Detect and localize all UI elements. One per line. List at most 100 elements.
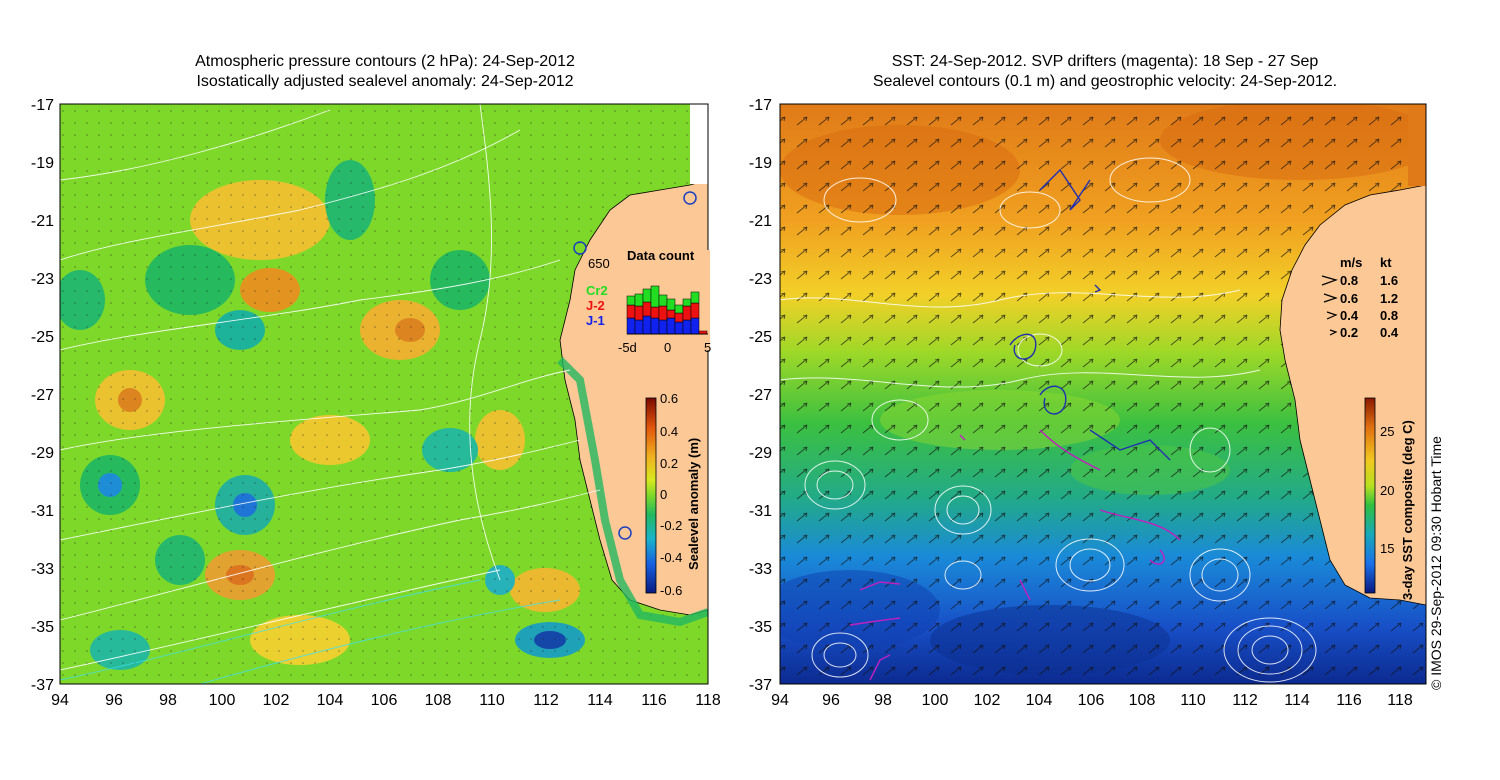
x-tick: 112 bbox=[533, 692, 559, 709]
x-tick: 94 bbox=[771, 692, 789, 709]
y-tick: -33 bbox=[31, 561, 54, 578]
x-tick: 108 bbox=[1129, 692, 1156, 709]
right-x-axis: 94 96 98 100 102 104 106 108 110 112 114… bbox=[771, 692, 1413, 709]
legend-kt: 0.4 bbox=[1380, 325, 1399, 340]
x-tick: 102 bbox=[263, 692, 290, 709]
y-tick: -17 bbox=[31, 97, 54, 114]
sst-colorbar-label: 3-day SST composite (deg C) bbox=[1400, 420, 1415, 600]
count-x-label-start: -5d bbox=[618, 340, 637, 355]
legend-ms: 0.6 bbox=[1340, 291, 1358, 306]
x-tick: 118 bbox=[1387, 692, 1413, 709]
y-tick: -35 bbox=[31, 619, 54, 636]
australia-land-right bbox=[1279, 104, 1426, 606]
y-tick: -37 bbox=[31, 677, 54, 694]
legend-ms: 0.8 bbox=[1340, 273, 1358, 288]
right-title-line1: SST: 24-Sep-2012. SVP drifters (magenta)… bbox=[891, 53, 1319, 70]
sla-tick: 0.4 bbox=[660, 424, 678, 439]
y-tick: -35 bbox=[749, 619, 772, 636]
station-marker[interactable] bbox=[618, 526, 632, 540]
legend-ms: 0.2 bbox=[1340, 325, 1358, 340]
footer-credit: © IMOS 29-Sep-2012 09:30 Hobart Time bbox=[1428, 436, 1444, 690]
x-tick: 98 bbox=[874, 692, 892, 709]
legend-cr2: Cr2 bbox=[586, 283, 608, 298]
right-title: SST: 24-Sep-2012. SVP drifters (magenta)… bbox=[760, 52, 1450, 92]
left-map-frame bbox=[59, 103, 709, 685]
x-tick: 114 bbox=[1284, 692, 1310, 709]
y-tick: -29 bbox=[31, 445, 54, 462]
drifter-tracks bbox=[849, 168, 1181, 681]
x-tick: 114 bbox=[587, 692, 613, 709]
station-marker[interactable] bbox=[573, 241, 587, 255]
x-tick: 116 bbox=[641, 692, 667, 709]
y-tick: -17 bbox=[749, 97, 772, 114]
pressure-contours bbox=[60, 104, 601, 671]
x-tick: 104 bbox=[317, 692, 344, 709]
right-map-frame bbox=[779, 103, 1427, 685]
y-tick: -31 bbox=[749, 503, 772, 520]
station-label-650: 650 bbox=[588, 256, 610, 271]
legend-kt: 1.6 bbox=[1380, 273, 1398, 288]
y-tick: -31 bbox=[31, 503, 54, 520]
left-title-line2: Isostatically adjusted sealevel anomaly:… bbox=[196, 73, 574, 90]
sla-colorbar-label: Sealevel anomaly (m) bbox=[686, 438, 701, 570]
x-tick: 94 bbox=[51, 692, 69, 709]
right-y-axis: -17 -19 -21 -23 -25 -27 -29 -31 -33 -35 … bbox=[749, 97, 772, 694]
count-x-label-mid: 0 bbox=[664, 340, 671, 355]
data-count-inset: Data count Cr2 J-2 J-1 bbox=[586, 248, 711, 355]
left-x-axis: 94 96 98 100 102 104 106 108 110 112 114… bbox=[51, 692, 721, 709]
left-title-line1: Atmospheric pressure contours (2 hPa): 2… bbox=[195, 53, 575, 70]
sla-tick: -0.2 bbox=[660, 518, 682, 533]
sla-tick: 0 bbox=[660, 487, 667, 502]
left-title: Atmospheric pressure contours (2 hPa): 2… bbox=[60, 52, 710, 92]
x-tick: 110 bbox=[479, 692, 505, 709]
y-tick: -25 bbox=[31, 329, 54, 346]
sst-colorbar: 25 20 15 3-day SST composite (deg C) bbox=[1364, 397, 1415, 600]
sla-tick: 0.2 bbox=[660, 456, 678, 471]
velocity-legend: m/s kt 0.8 1.6 0.6 1.2 0.4 0.8 0.2 0.4 bbox=[1321, 255, 1399, 340]
sst-tick: 25 bbox=[1380, 424, 1394, 439]
left-map bbox=[60, 104, 708, 684]
x-tick: 100 bbox=[922, 692, 949, 709]
right-title-line2: Sealevel contours (0.1 m) and geostrophi… bbox=[872, 73, 1338, 90]
x-tick: 116 bbox=[1336, 692, 1362, 709]
sla-colorbar: 0.6 0.4 0.2 0 -0.2 -0.4 -0.6 Sealevel an… bbox=[645, 391, 701, 598]
x-tick: 100 bbox=[209, 692, 236, 709]
y-tick: -19 bbox=[31, 155, 54, 172]
sealevel-contours bbox=[780, 157, 1317, 683]
x-tick: 96 bbox=[822, 692, 840, 709]
right-map bbox=[780, 104, 1426, 684]
y-tick: -37 bbox=[749, 677, 772, 694]
y-tick: -23 bbox=[31, 271, 54, 288]
x-tick: 112 bbox=[1232, 692, 1258, 709]
x-tick: 118 bbox=[695, 692, 721, 709]
x-tick: 108 bbox=[425, 692, 452, 709]
y-tick: -23 bbox=[749, 271, 772, 288]
y-tick: -27 bbox=[31, 387, 54, 404]
sla-tick: -0.4 bbox=[660, 550, 682, 565]
data-count-bars bbox=[626, 285, 708, 335]
x-tick: 106 bbox=[1078, 692, 1105, 709]
station-marker[interactable] bbox=[683, 191, 697, 205]
y-tick: -21 bbox=[31, 213, 54, 230]
sst-tick: 20 bbox=[1380, 483, 1394, 498]
legend-kt: 1.2 bbox=[1380, 291, 1398, 306]
sla-tick: 0.6 bbox=[660, 391, 678, 406]
y-tick: -29 bbox=[749, 445, 772, 462]
x-tick: 110 bbox=[1180, 692, 1206, 709]
left-y-axis: -17 -19 -21 -23 -25 -27 -29 -31 -33 -35 … bbox=[31, 97, 54, 694]
legend-j1: J-1 bbox=[586, 313, 605, 328]
legend-j2: J-2 bbox=[586, 298, 605, 313]
y-tick: -19 bbox=[749, 155, 772, 172]
x-tick: 104 bbox=[1026, 692, 1053, 709]
y-tick: -33 bbox=[749, 561, 772, 578]
legend-header-ms: m/s bbox=[1340, 255, 1362, 270]
y-tick: -21 bbox=[749, 213, 772, 230]
legend-kt: 0.8 bbox=[1380, 308, 1398, 323]
count-x-label-end: 5 bbox=[704, 340, 711, 355]
sst-tick: 15 bbox=[1380, 541, 1394, 556]
y-tick: -27 bbox=[749, 387, 772, 404]
legend-header-kt: kt bbox=[1380, 255, 1392, 270]
legend-ms: 0.4 bbox=[1340, 308, 1359, 323]
x-tick: 102 bbox=[974, 692, 1001, 709]
